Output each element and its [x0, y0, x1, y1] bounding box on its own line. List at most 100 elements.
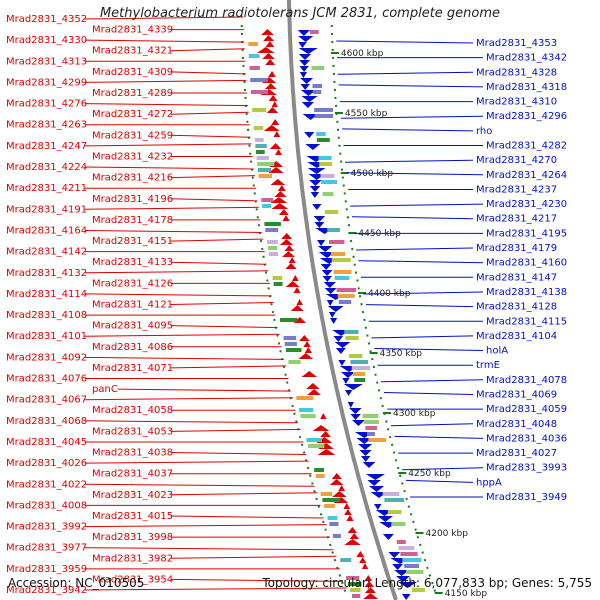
gene-reverse-mark [322, 276, 332, 282]
feature-band [311, 66, 325, 70]
gene-forward-mark [262, 53, 275, 59]
left-leader-line [170, 198, 258, 202]
left-gene-label: Mrad2831_4022 [6, 479, 87, 490]
feature-band [331, 258, 351, 262]
left-leader-line [170, 111, 249, 115]
gene-forward-mark [307, 389, 321, 395]
gene-reverse-mark [307, 168, 326, 174]
left-gene-label: Mrad2831_4095 [92, 321, 173, 332]
gene-forward-mark [256, 47, 275, 53]
gene-reverse-mark [317, 240, 326, 246]
gene-forward-mark [364, 575, 373, 581]
gene-reverse-mark [335, 348, 346, 354]
gene-reverse-mark [300, 90, 316, 96]
feature-band [324, 504, 335, 508]
gene-forward-mark [363, 593, 378, 599]
gene-forward-mark [270, 179, 286, 185]
gene-reverse-mark [359, 450, 372, 456]
feature-band [337, 294, 355, 298]
feature-band [248, 42, 258, 46]
feature-band [314, 468, 324, 472]
feature-band [366, 432, 375, 436]
left-leader-line [170, 325, 278, 329]
map-title: Methylobacterium radiotolerans JCM 2831,… [99, 6, 501, 21]
gene-reverse-mark [317, 246, 333, 252]
right-leader-line [380, 379, 484, 383]
gene-reverse-mark [362, 462, 376, 468]
feature-band [400, 552, 418, 556]
feature-band [268, 252, 278, 256]
left-gene-label: Mrad2831_4263 [6, 120, 87, 131]
left-gene-label: Mrad2831_4247 [6, 141, 87, 152]
feature-band [382, 492, 400, 496]
left-leader-line [170, 238, 264, 242]
feature-band [345, 336, 359, 340]
gene-forward-mark [285, 263, 297, 269]
gene-forward-mark [282, 251, 295, 257]
right-leader-line [340, 115, 484, 119]
right-leader-line [390, 423, 474, 427]
left-gene-label: Mrad2831_4092 [6, 352, 87, 363]
right-gene-label: trmE [476, 360, 500, 371]
feature-band [283, 336, 297, 340]
left-gene-label: Mrad2831_4114 [6, 289, 87, 300]
gene-forward-mark [271, 101, 278, 107]
scale-label: 4450 kbp [358, 229, 401, 239]
gene-reverse-mark [320, 264, 332, 270]
feature-band [316, 138, 330, 142]
gene-reverse-mark [382, 534, 394, 540]
right-leader-line [337, 71, 474, 75]
left-leader-line [170, 578, 344, 582]
feature-band [318, 156, 332, 160]
gene-forward-mark [271, 203, 289, 209]
feature-band [262, 204, 271, 208]
gene-reverse-mark [341, 372, 355, 378]
left-gene-label: Mrad2831_4037 [92, 469, 173, 480]
gene-forward-mark [299, 335, 310, 341]
gene-reverse-mark [323, 282, 336, 288]
gene-reverse-mark [342, 378, 350, 384]
left-leader-line [84, 16, 244, 20]
gene-forward-mark [288, 257, 296, 263]
feature-band [368, 438, 387, 442]
left-gene-label: Mrad2831_4086 [92, 342, 173, 353]
gene-reverse-mark [310, 192, 320, 198]
gene-forward-mark [347, 527, 358, 533]
left-gene-label: Mrad2831_4321 [92, 46, 173, 57]
gene-forward-mark [343, 503, 351, 509]
right-gene-label: Mrad2831_4147 [476, 272, 557, 283]
feature-band [250, 90, 269, 94]
left-leader-line [84, 166, 254, 170]
left-leader-line [170, 48, 245, 52]
left-gene-label: Mrad2831_4026 [6, 458, 87, 469]
gene-forward-mark [285, 281, 300, 287]
feature-band [265, 228, 279, 232]
gene-reverse-mark [299, 72, 308, 78]
left-leader-line [84, 103, 248, 107]
feature-band [273, 282, 283, 286]
gene-forward-mark [268, 167, 284, 173]
feature-band [387, 510, 402, 514]
feature-band [391, 522, 406, 526]
gene-reverse-mark [327, 306, 344, 312]
gene-forward-mark [278, 209, 289, 215]
genome-backbone [287, 0, 398, 600]
left-gene-label: Mrad2831_4038 [92, 448, 173, 459]
left-leader-line [84, 483, 315, 487]
feature-band [248, 54, 260, 58]
left-leader-line [170, 71, 246, 75]
feature-band [267, 246, 278, 250]
right-leader-line [342, 128, 474, 132]
gene-reverse-mark [324, 288, 337, 294]
gene-forward-mark [296, 299, 303, 305]
left-gene-label: Mrad2831_4289 [92, 88, 173, 99]
feature-band [312, 90, 322, 94]
left-leader-line [170, 492, 318, 496]
feature-band [329, 522, 339, 526]
gene-forward-mark [338, 485, 345, 491]
feature-band [365, 426, 377, 430]
left-gene-label: Mrad2831_4211 [6, 183, 87, 194]
gene-reverse-mark [374, 504, 382, 510]
left-leader-line [84, 230, 262, 233]
feature-band [384, 498, 405, 502]
